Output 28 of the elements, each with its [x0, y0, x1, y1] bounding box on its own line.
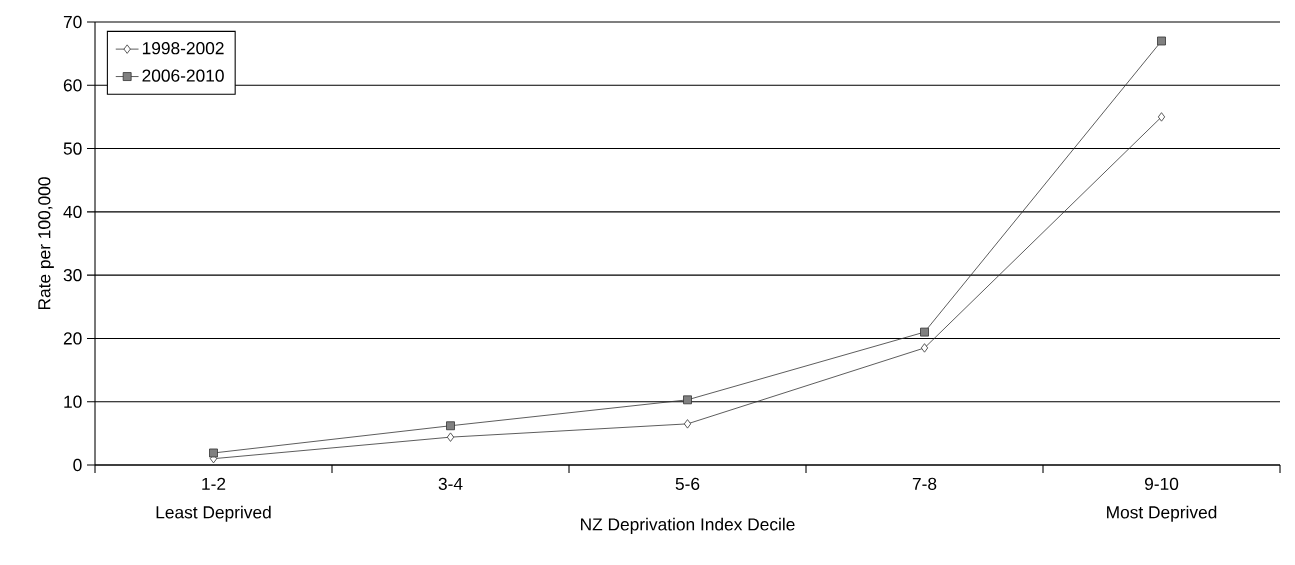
- legend-label: 2006-2010: [142, 69, 224, 82]
- y-tick-label: 30: [63, 269, 82, 282]
- text: Least Deprived: [156, 505, 271, 522]
- point: [209, 448, 218, 458]
- y-tick-label: 40: [63, 205, 82, 218]
- y-tick-label: 10: [64, 395, 82, 408]
- x-tick-label: 1-2: [202, 477, 226, 490]
- point: [1157, 112, 1166, 122]
- y-tick-label: 20: [63, 332, 82, 345]
- x-tick-label: 7-8: [912, 477, 937, 490]
- text: Most Deprived: [1107, 505, 1217, 522]
- y-tick-label: 60: [63, 79, 82, 92]
- point: [683, 419, 692, 429]
- x-tick-label: 9-10: [1144, 477, 1179, 490]
- point: [920, 343, 929, 353]
- point: [920, 327, 929, 337]
- y-tick-label: 50: [63, 142, 82, 155]
- y-tick-label: 70: [63, 15, 82, 29]
- y-axis-title: Rate per 100,000: [38, 177, 54, 310]
- point: [683, 395, 692, 405]
- legend-label: 1998-2002: [142, 42, 224, 55]
- x-tick-label: 5-6: [675, 477, 700, 490]
- x-tick-label: 3-4: [438, 477, 463, 490]
- point: [446, 421, 455, 431]
- y-tick-label: 0: [73, 458, 82, 472]
- x-axis-title: NZ Deprivation Index Decile: [581, 517, 795, 534]
- point: [1157, 36, 1166, 46]
- point: [446, 432, 455, 442]
